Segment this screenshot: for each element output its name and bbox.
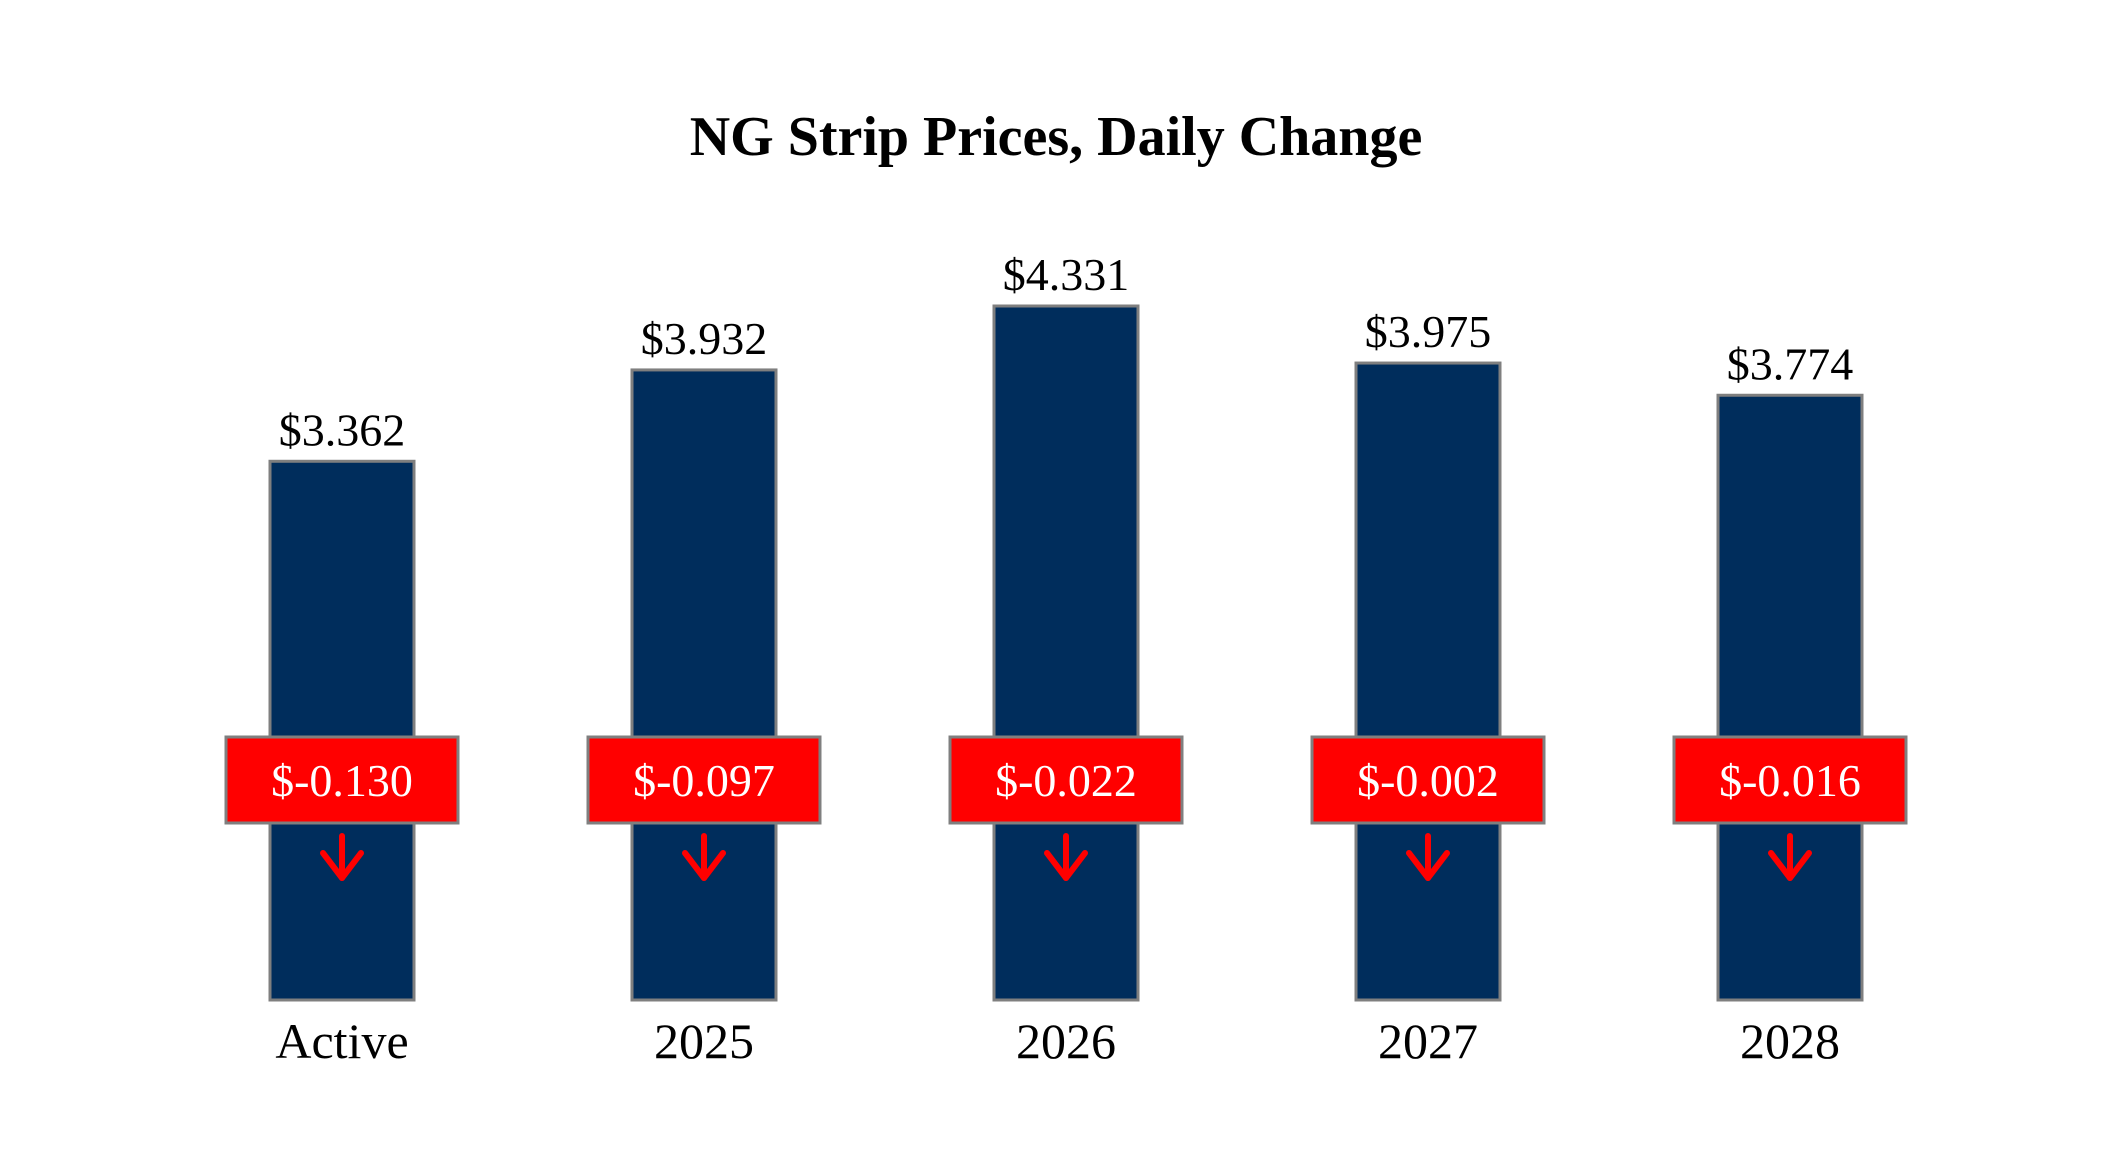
change-label: $-0.022 bbox=[995, 755, 1137, 806]
arrow-head bbox=[1406, 850, 1450, 881]
down-arrow-icon bbox=[1044, 833, 1088, 881]
down-arrow-icon bbox=[682, 833, 726, 881]
value-label: $3.932 bbox=[641, 313, 768, 364]
bar-group: $3.975 $-0.002 2027 bbox=[1310, 306, 1546, 1069]
bar bbox=[1354, 361, 1502, 1002]
value-label: $3.362 bbox=[279, 404, 406, 455]
bar bbox=[268, 459, 416, 1002]
change-label: $-0.130 bbox=[271, 755, 413, 806]
category-label: 2028 bbox=[1740, 1013, 1840, 1069]
category-label: 2025 bbox=[654, 1013, 754, 1069]
change-box bbox=[1672, 735, 1908, 825]
category-label: 2026 bbox=[1016, 1013, 1116, 1069]
arrow-head bbox=[320, 850, 364, 881]
bar-group: $3.774 $-0.016 2028 bbox=[1672, 338, 1908, 1069]
category-label: Active bbox=[275, 1013, 408, 1069]
bar-group: $3.362 $-0.130 Active bbox=[224, 404, 460, 1069]
bar bbox=[630, 368, 778, 1002]
arrow-head bbox=[1768, 850, 1812, 881]
change-box bbox=[224, 735, 460, 825]
arrow-head bbox=[1044, 850, 1088, 881]
change-box bbox=[586, 735, 822, 825]
change-label: $-0.002 bbox=[1357, 755, 1499, 806]
chart-title: NG Strip Prices, Daily Change bbox=[690, 106, 1423, 168]
down-arrow-icon bbox=[320, 833, 364, 881]
value-label: $4.331 bbox=[1003, 249, 1130, 300]
change-label: $-0.097 bbox=[633, 755, 775, 806]
change-box bbox=[1310, 735, 1546, 825]
down-arrow-icon bbox=[1768, 833, 1812, 881]
change-label: $-0.016 bbox=[1719, 755, 1861, 806]
bar bbox=[992, 304, 1140, 1002]
bar-group: $3.932 $-0.097 2025 bbox=[586, 313, 822, 1069]
bar-group: $4.331 $-0.022 2026 bbox=[948, 249, 1184, 1069]
bar bbox=[1716, 393, 1864, 1002]
change-box bbox=[948, 735, 1184, 825]
down-arrow-icon bbox=[1406, 833, 1450, 881]
bars-group: $3.362 $-0.130 Active $3.932 $-0.097 2025 $4.3… bbox=[224, 249, 1908, 1069]
arrow-head bbox=[682, 850, 726, 881]
value-label: $3.774 bbox=[1727, 338, 1854, 389]
value-label: $3.975 bbox=[1365, 306, 1492, 357]
category-label: 2027 bbox=[1378, 1013, 1478, 1069]
